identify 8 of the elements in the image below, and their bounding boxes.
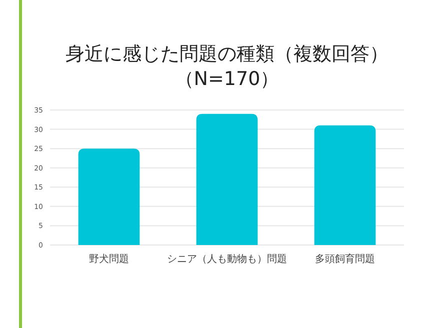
x-tick-label: シニア（人も動物も）問題 (167, 254, 287, 265)
bar (196, 114, 258, 245)
bar (314, 125, 376, 245)
chart-subtitle: （N=170） (174, 68, 280, 90)
x-tick-label: 多頭飼育問題 (315, 253, 375, 265)
chart-title: 身近に感じた問題の種類（複数回答） (66, 43, 388, 65)
x-tick-label: 野犬問題 (89, 253, 129, 265)
bar (78, 148, 140, 245)
